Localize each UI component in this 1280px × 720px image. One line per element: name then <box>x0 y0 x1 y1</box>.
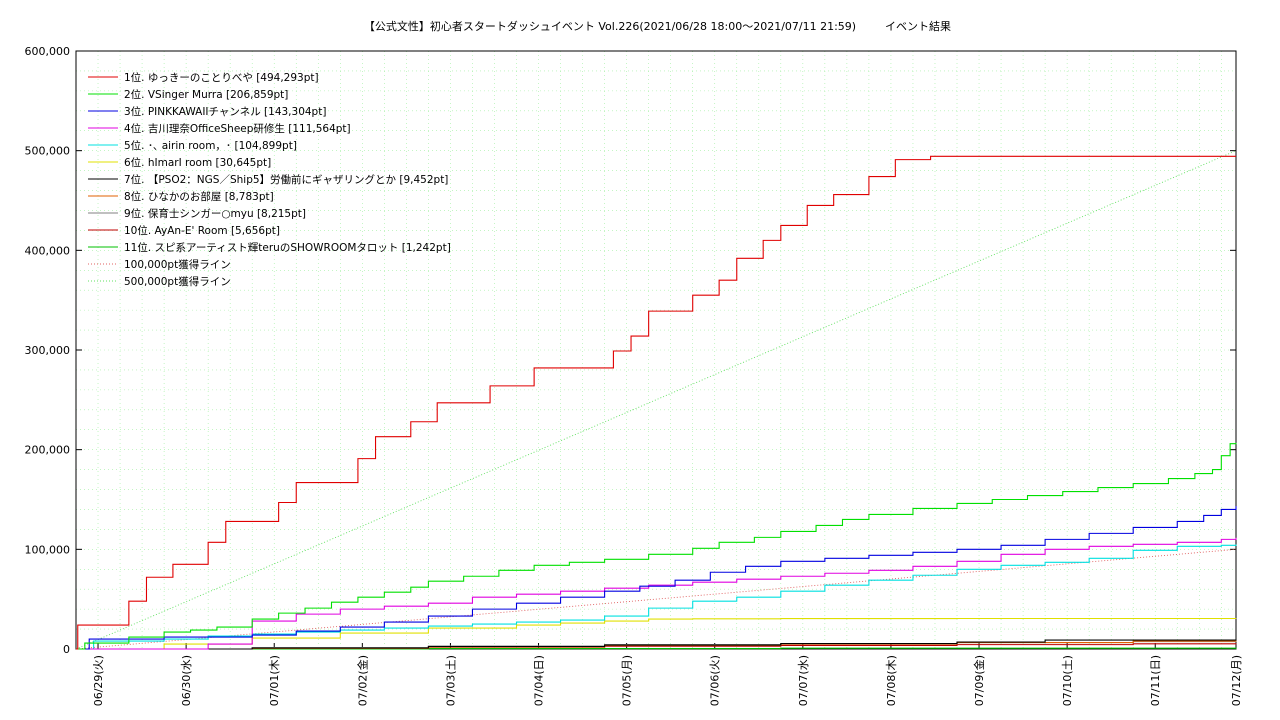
legend: 1位. ゆっきーのことりべや [494,293pt] 2位. VSinger Mu… <box>88 71 451 288</box>
legend-label: 2位. VSinger Murra [206,859pt] <box>124 88 288 101</box>
legend-label: 3位. PINKKAWAIIチャンネル [143,304pt] <box>124 105 326 118</box>
x-tick-label: 07/08(木) <box>885 655 898 706</box>
x-tick-label: 07/05(月) <box>621 655 634 706</box>
x-tick-label: 07/11(日) <box>1149 655 1162 706</box>
series-line-4 <box>76 537 1237 650</box>
x-tick-label: 07/10(土) <box>1061 655 1074 706</box>
legend-label: 4位. 吉川理奈OfficeSheep研修生 [111,564pt] <box>124 122 351 135</box>
series-line-13 <box>75 150 1237 650</box>
grid-lines <box>76 51 1236 649</box>
x-tick-label: 07/07(水) <box>797 655 810 706</box>
series-lines <box>75 150 1237 650</box>
chart-title: 【公式文性】初心者スタートダッシュイベント Vol.226(2021/06/28… <box>364 19 856 33</box>
legend-label: 11位. スピ系アーティスト輝teruのSHOWROOMタロット [1,242p… <box>124 241 451 254</box>
x-tick-label: 07/02(金) <box>355 655 369 706</box>
legend-label: 6位. hImarI room [30,645pt] <box>124 156 271 169</box>
x-tick-label: 06/29(火) <box>92 655 105 706</box>
x-tick-label: 07/01(木) <box>268 655 281 706</box>
legend-label: 9位. 保育士シンガー○myu [8,215pt] <box>124 207 306 220</box>
legend-label: 10位. AyAn-E' Room [5,656pt] <box>124 224 280 237</box>
legend-label: 500,000pt獲得ライン <box>124 275 231 288</box>
series-line-2 <box>76 442 1237 650</box>
chart-subtitle: イベント結果 <box>885 19 951 33</box>
y-tick-label: 500,000 <box>25 145 71 158</box>
legend-label: 7位. 【PSO2：NGS／Ship5】労働前にギャザリングとか [9,452p… <box>124 173 448 186</box>
legend-label: 5位. ･､ airin room，･ [104,899pt] <box>124 139 297 152</box>
x-tick-label: 07/06(火) <box>709 655 722 706</box>
series-line-7 <box>76 639 1237 650</box>
y-tick-label: 100,000 <box>25 543 71 556</box>
series-line-1 <box>76 155 1236 650</box>
legend-label: 100,000pt獲得ライン <box>124 258 231 271</box>
series-line-12 <box>75 548 1237 650</box>
series-line-11 <box>76 647 1237 650</box>
x-tick-label: 07/12(月) <box>1230 655 1243 706</box>
y-tick-label: 300,000 <box>25 344 71 357</box>
x-tick-label: 07/09(金) <box>972 655 986 706</box>
axes: 0 100,000 200,000 300,000 400,000 500,000 600,… <box>25 45 1244 706</box>
y-tick-label: 400,000 <box>25 244 71 257</box>
legend-label: 1位. ゆっきーのことりべや [494,293pt] <box>124 71 319 84</box>
x-tick-label: 06/30(水) <box>180 655 193 706</box>
legend-label: 8位. ひなかのお部屋 [8,783pt] <box>124 190 274 203</box>
series-line-3 <box>76 506 1237 650</box>
x-tick-label: 07/03(土) <box>444 655 457 706</box>
y-tick-label: 200,000 <box>25 444 71 457</box>
y-tick-label: 0 <box>63 643 70 656</box>
x-tick-label: 07/04(日) <box>533 655 546 706</box>
series-line-5 <box>76 544 1237 650</box>
y-tick-label: 600,000 <box>25 45 71 58</box>
